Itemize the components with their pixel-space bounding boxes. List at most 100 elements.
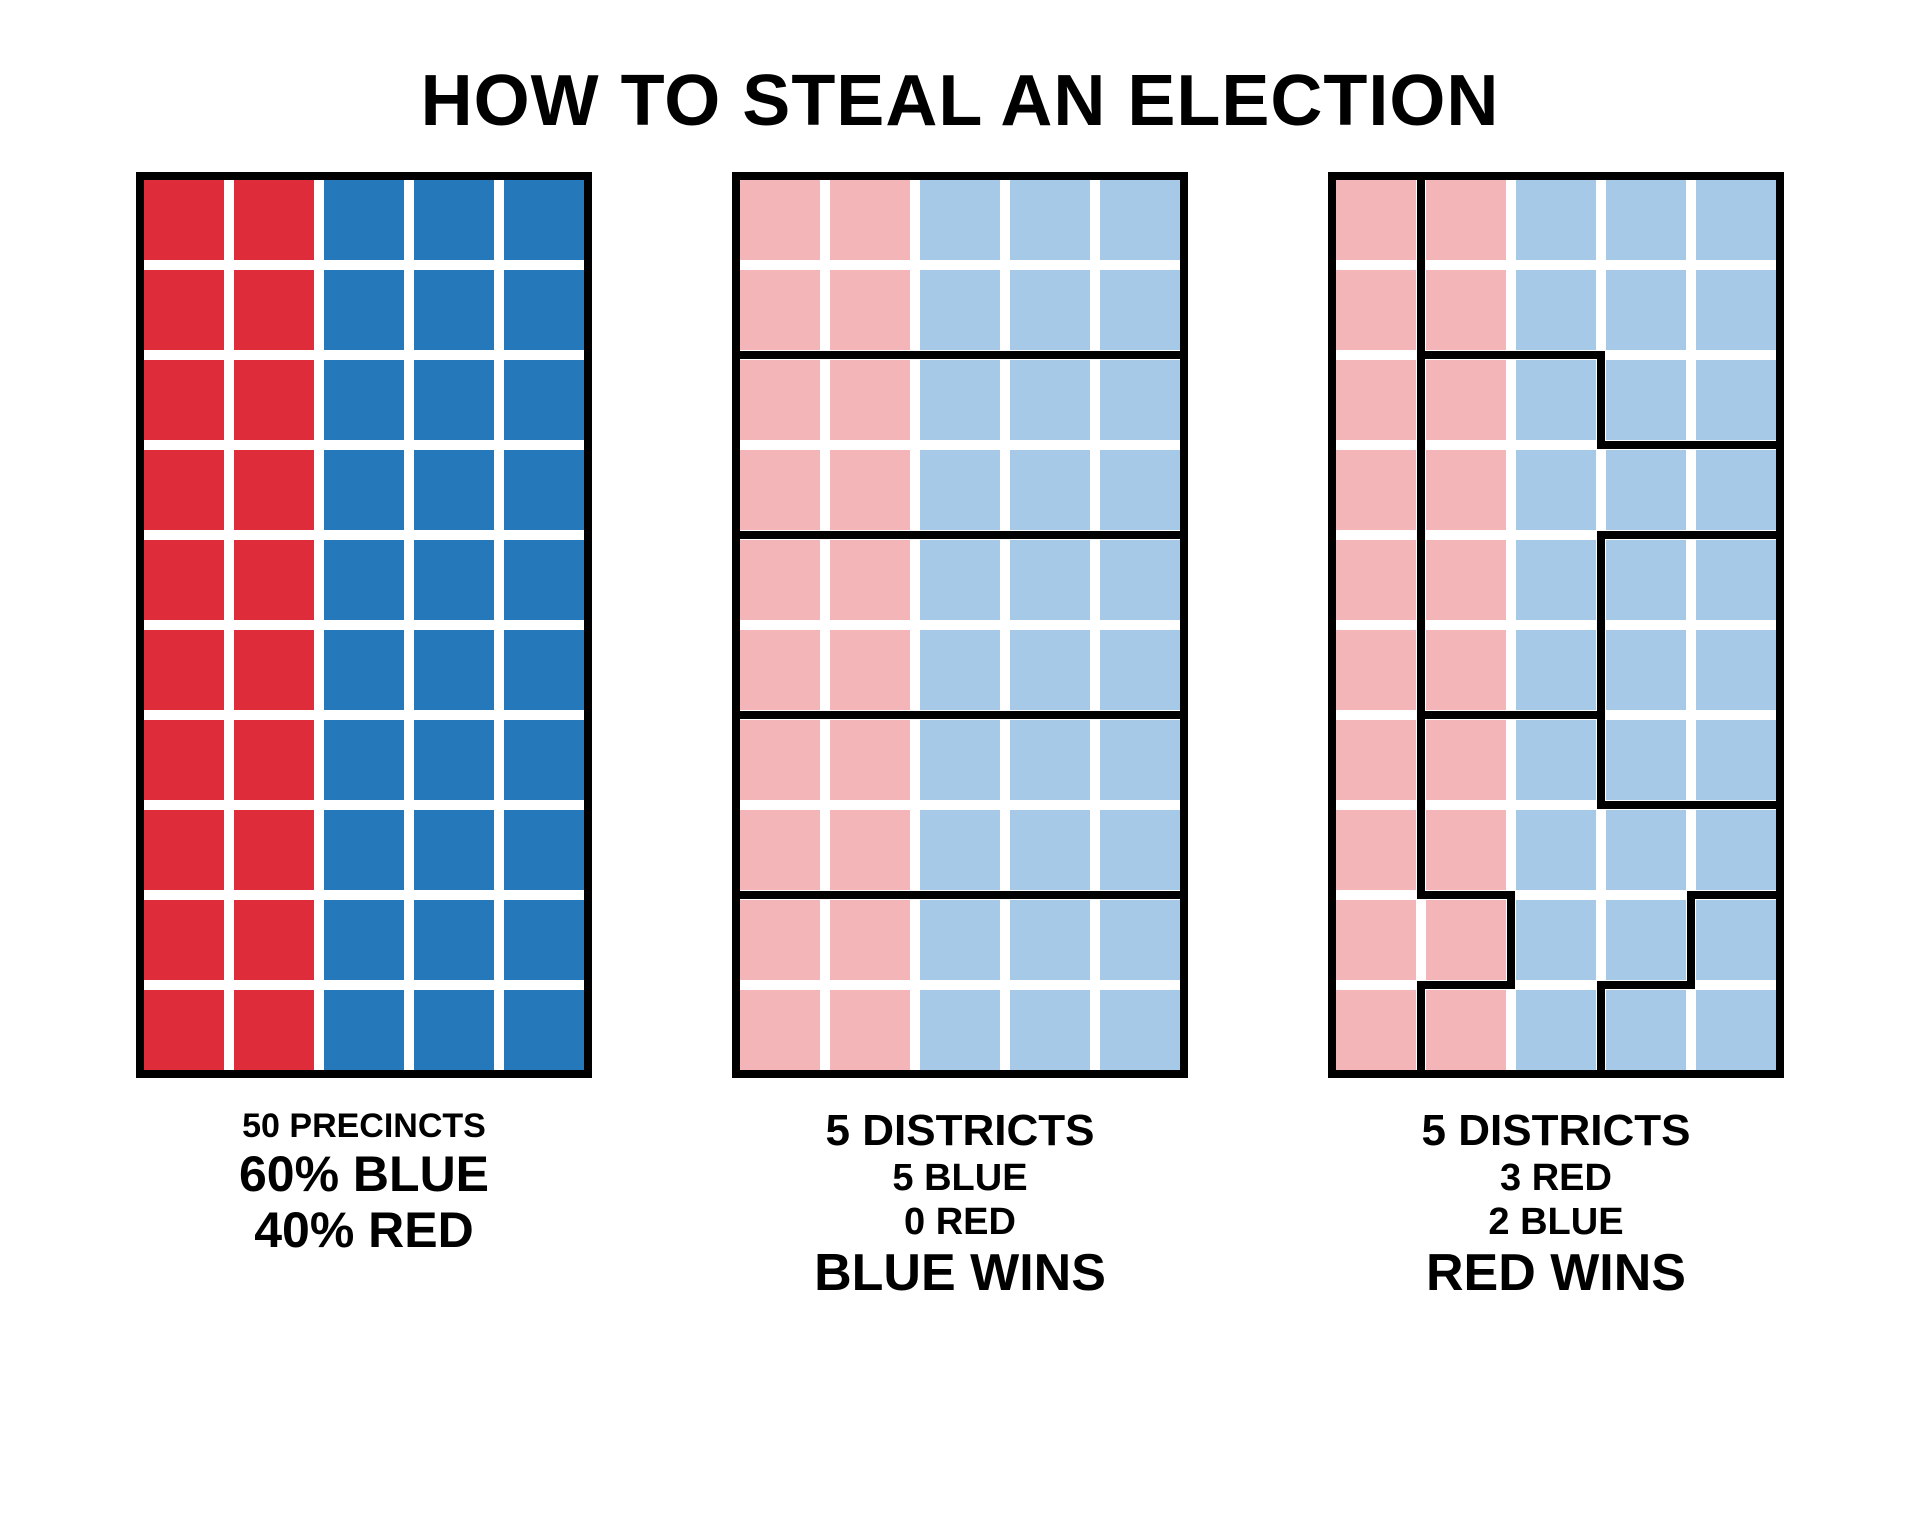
caption-precincts: 50 PRECINCTS60% BLUE40% RED <box>239 1106 489 1258</box>
grid-cell <box>1696 990 1776 1070</box>
grid-cell <box>1426 720 1506 800</box>
grid-cell <box>1516 810 1596 890</box>
grid-cell <box>1516 360 1596 440</box>
grid-cell <box>1426 990 1506 1070</box>
grid-cell <box>1696 270 1776 350</box>
grid-cell <box>1516 180 1596 260</box>
grid-cell <box>830 450 910 530</box>
grid-cell <box>920 450 1000 530</box>
grid-cell <box>1516 900 1596 980</box>
grid-cell <box>414 810 494 890</box>
grid-cell <box>1426 540 1506 620</box>
grid-cell <box>740 630 820 710</box>
grid-cell <box>1606 900 1686 980</box>
grid-cell <box>740 270 820 350</box>
grid-cell <box>740 180 820 260</box>
grid-cell <box>1010 360 1090 440</box>
grid-cell <box>1336 180 1416 260</box>
grid-cell <box>1426 900 1506 980</box>
grid-cell <box>1010 630 1090 710</box>
caption-line: 3 RED <box>1422 1156 1691 1200</box>
grid-cell <box>830 360 910 440</box>
grid-cell <box>144 360 224 440</box>
panel-red-wins: 5 DISTRICTS3 RED2 BLUERED WINS <box>1328 172 1784 1302</box>
grid-cell <box>144 900 224 980</box>
grid-cell <box>324 180 404 260</box>
grid-cell <box>144 450 224 530</box>
grid-cell <box>1606 450 1686 530</box>
grid-cell <box>1010 270 1090 350</box>
panel-blue-wins: 5 DISTRICTS5 BLUE0 REDBLUE WINS <box>732 172 1188 1302</box>
grid-cell <box>1100 990 1180 1070</box>
grid-cell <box>1696 540 1776 620</box>
grid-cell <box>1606 990 1686 1070</box>
grid-cell <box>414 180 494 260</box>
grid-cell <box>1100 900 1180 980</box>
grid-cell <box>504 450 584 530</box>
grid-cell <box>1010 540 1090 620</box>
grid-cell <box>1426 180 1506 260</box>
grid-cell <box>1516 450 1596 530</box>
grid-cell <box>1606 360 1686 440</box>
grid-cell <box>1336 360 1416 440</box>
grid-cell <box>414 990 494 1070</box>
grid-cell <box>830 990 910 1070</box>
grid-cell <box>740 720 820 800</box>
grid-cell <box>504 270 584 350</box>
grid-cell <box>830 270 910 350</box>
grid-cell <box>144 630 224 710</box>
grid-cell <box>234 720 314 800</box>
grid-cell <box>504 990 584 1070</box>
grid-cell <box>504 630 584 710</box>
grid-cell <box>504 900 584 980</box>
page-title: HOW TO STEAL AN ELECTION <box>421 60 1500 142</box>
caption-line: BLUE WINS <box>814 1244 1106 1302</box>
grid-cell <box>1606 720 1686 800</box>
grid-cell <box>740 360 820 440</box>
grid-cell <box>1336 720 1416 800</box>
grid-cell <box>1606 630 1686 710</box>
grid-cell <box>1606 540 1686 620</box>
grid-cell <box>1010 720 1090 800</box>
grid-cell <box>234 990 314 1070</box>
grid-cell <box>1100 450 1180 530</box>
grid-cell <box>234 810 314 890</box>
caption-line: 0 RED <box>814 1200 1106 1244</box>
grid-cell <box>1516 720 1596 800</box>
grid-cell <box>1696 360 1776 440</box>
grid-cell <box>740 540 820 620</box>
grid-cell <box>1696 630 1776 710</box>
grid-cell <box>830 810 910 890</box>
grid-cell <box>1606 810 1686 890</box>
grid-cell <box>504 180 584 260</box>
grid-cell <box>1100 630 1180 710</box>
grid-cell <box>1696 810 1776 890</box>
grid-cell <box>740 810 820 890</box>
grid-cell <box>920 630 1000 710</box>
grid-cell <box>504 720 584 800</box>
grid-cell <box>830 180 910 260</box>
grid-cell <box>1100 810 1180 890</box>
grid-cell <box>1336 450 1416 530</box>
grid-cell <box>740 450 820 530</box>
grid-cell <box>414 450 494 530</box>
grid-precincts <box>136 172 592 1078</box>
grid-cell <box>1100 720 1180 800</box>
grid-cell <box>414 900 494 980</box>
grid-cell <box>1696 180 1776 260</box>
grid-cell <box>234 180 314 260</box>
grid-cell <box>324 630 404 710</box>
grid-cell <box>1516 540 1596 620</box>
caption-line: 5 DISTRICTS <box>1422 1106 1691 1156</box>
grid-cell <box>740 990 820 1070</box>
grid-cell <box>234 630 314 710</box>
grid-blue-wins <box>732 172 1188 1078</box>
caption-blue-wins: 5 DISTRICTS5 BLUE0 REDBLUE WINS <box>814 1106 1106 1302</box>
grid-cell <box>144 180 224 260</box>
grid-cell <box>414 270 494 350</box>
grid-cell <box>504 360 584 440</box>
grid-cell <box>144 810 224 890</box>
grid-cell <box>1010 450 1090 530</box>
caption-red-wins: 5 DISTRICTS3 RED2 BLUERED WINS <box>1422 1106 1691 1302</box>
grid-cell <box>324 990 404 1070</box>
